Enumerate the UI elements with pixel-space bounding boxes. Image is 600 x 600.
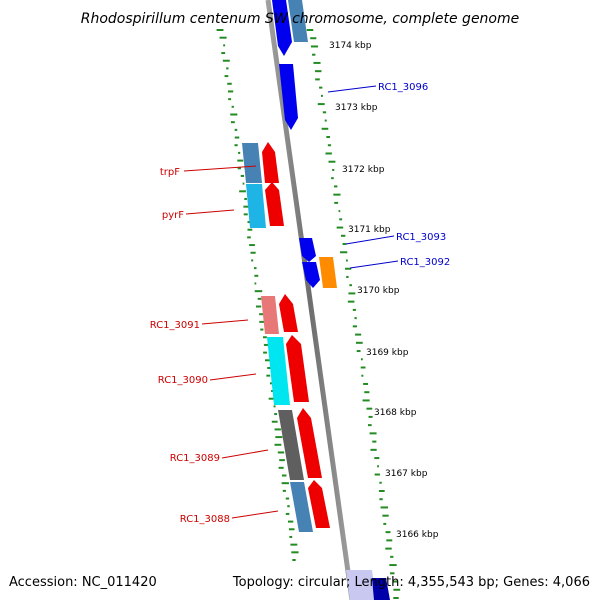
topology-text: Topology: circular; Length: 4,355,543 bp… bbox=[232, 575, 590, 590]
gene-features bbox=[242, 0, 390, 600]
gene-label-pyrf[interactable]: pyrF bbox=[162, 210, 184, 221]
label-leaders bbox=[183, 85, 399, 519]
gene-label-rc1-3093[interactable]: RC1_3093 bbox=[396, 232, 446, 243]
genome-backbone bbox=[265, 0, 355, 600]
gene-labels: RC1_3096 RC1_3093 RC1_3092 trpF pyrF RC1… bbox=[150, 82, 451, 525]
gc-skew-track-right bbox=[306, 29, 401, 599]
gene-trpf[interactable] bbox=[262, 142, 279, 183]
kbp-tick-label: 3169 kbp bbox=[366, 348, 409, 358]
gene-rc1-3096[interactable] bbox=[279, 64, 298, 130]
gene-label-rc1-3092[interactable]: RC1_3092 bbox=[400, 257, 450, 268]
gene-label-rc1-3096[interactable]: RC1_3096 bbox=[378, 82, 428, 93]
gene-bottom-2[interactable] bbox=[372, 578, 390, 600]
gene-rc1-3091[interactable] bbox=[279, 294, 298, 332]
gene-rc1-3089[interactable] bbox=[297, 408, 322, 478]
gene-rc1-3093[interactable] bbox=[299, 238, 316, 262]
gene-rc1-3088-cog[interactable] bbox=[290, 482, 313, 532]
gene-rc1-3092[interactable] bbox=[319, 257, 337, 288]
gene-cog-top[interactable] bbox=[288, 0, 308, 42]
kbp-tick-label: 3166 kbp bbox=[396, 530, 439, 540]
gene-rc1-3088[interactable] bbox=[308, 480, 330, 528]
kbp-labels: 3174 kbp 3173 kbp 3172 kbp 3171 kbp 3170… bbox=[329, 41, 439, 540]
gene-rc1-3093b[interactable] bbox=[302, 262, 320, 288]
kbp-tick-label: 3167 kbp bbox=[385, 469, 428, 479]
kbp-tick-label: 3168 kbp bbox=[374, 408, 417, 418]
kbp-tick-label: 3174 kbp bbox=[329, 41, 372, 51]
gene-label-rc1-3088[interactable]: RC1_3088 bbox=[180, 514, 230, 525]
kbp-tick-label: 3170 kbp bbox=[357, 286, 400, 296]
gene-rc1-3090-cog[interactable] bbox=[267, 337, 290, 405]
gene-rc1-3090[interactable] bbox=[286, 335, 309, 402]
gene-rc1-3091-cog[interactable] bbox=[261, 296, 279, 334]
gene-label-trpf[interactable]: trpF bbox=[160, 167, 180, 178]
map-title: Rhodospirillum centenum SW chromosome, c… bbox=[81, 11, 520, 27]
gene-bottom-1[interactable] bbox=[346, 570, 376, 600]
kbp-tick-label: 3171 kbp bbox=[348, 225, 391, 235]
gene-pyrf-cog[interactable] bbox=[246, 184, 266, 228]
gene-label-rc1-3090[interactable]: RC1_3090 bbox=[158, 375, 208, 386]
gene-label-rc1-3091[interactable]: RC1_3091 bbox=[150, 320, 200, 331]
gene-trpf-cog[interactable] bbox=[242, 143, 262, 183]
kbp-tick-label: 3172 kbp bbox=[342, 165, 385, 175]
kbp-tick-label: 3173 kbp bbox=[335, 103, 378, 113]
accession-text: Accession: NC_011420 bbox=[9, 575, 157, 590]
gene-pyrf[interactable] bbox=[265, 182, 284, 226]
gene-rc1-3089-cog[interactable] bbox=[278, 410, 304, 480]
gene-rc1-3097[interactable] bbox=[272, 0, 292, 56]
gene-label-rc1-3089[interactable]: RC1_3089 bbox=[170, 453, 220, 464]
